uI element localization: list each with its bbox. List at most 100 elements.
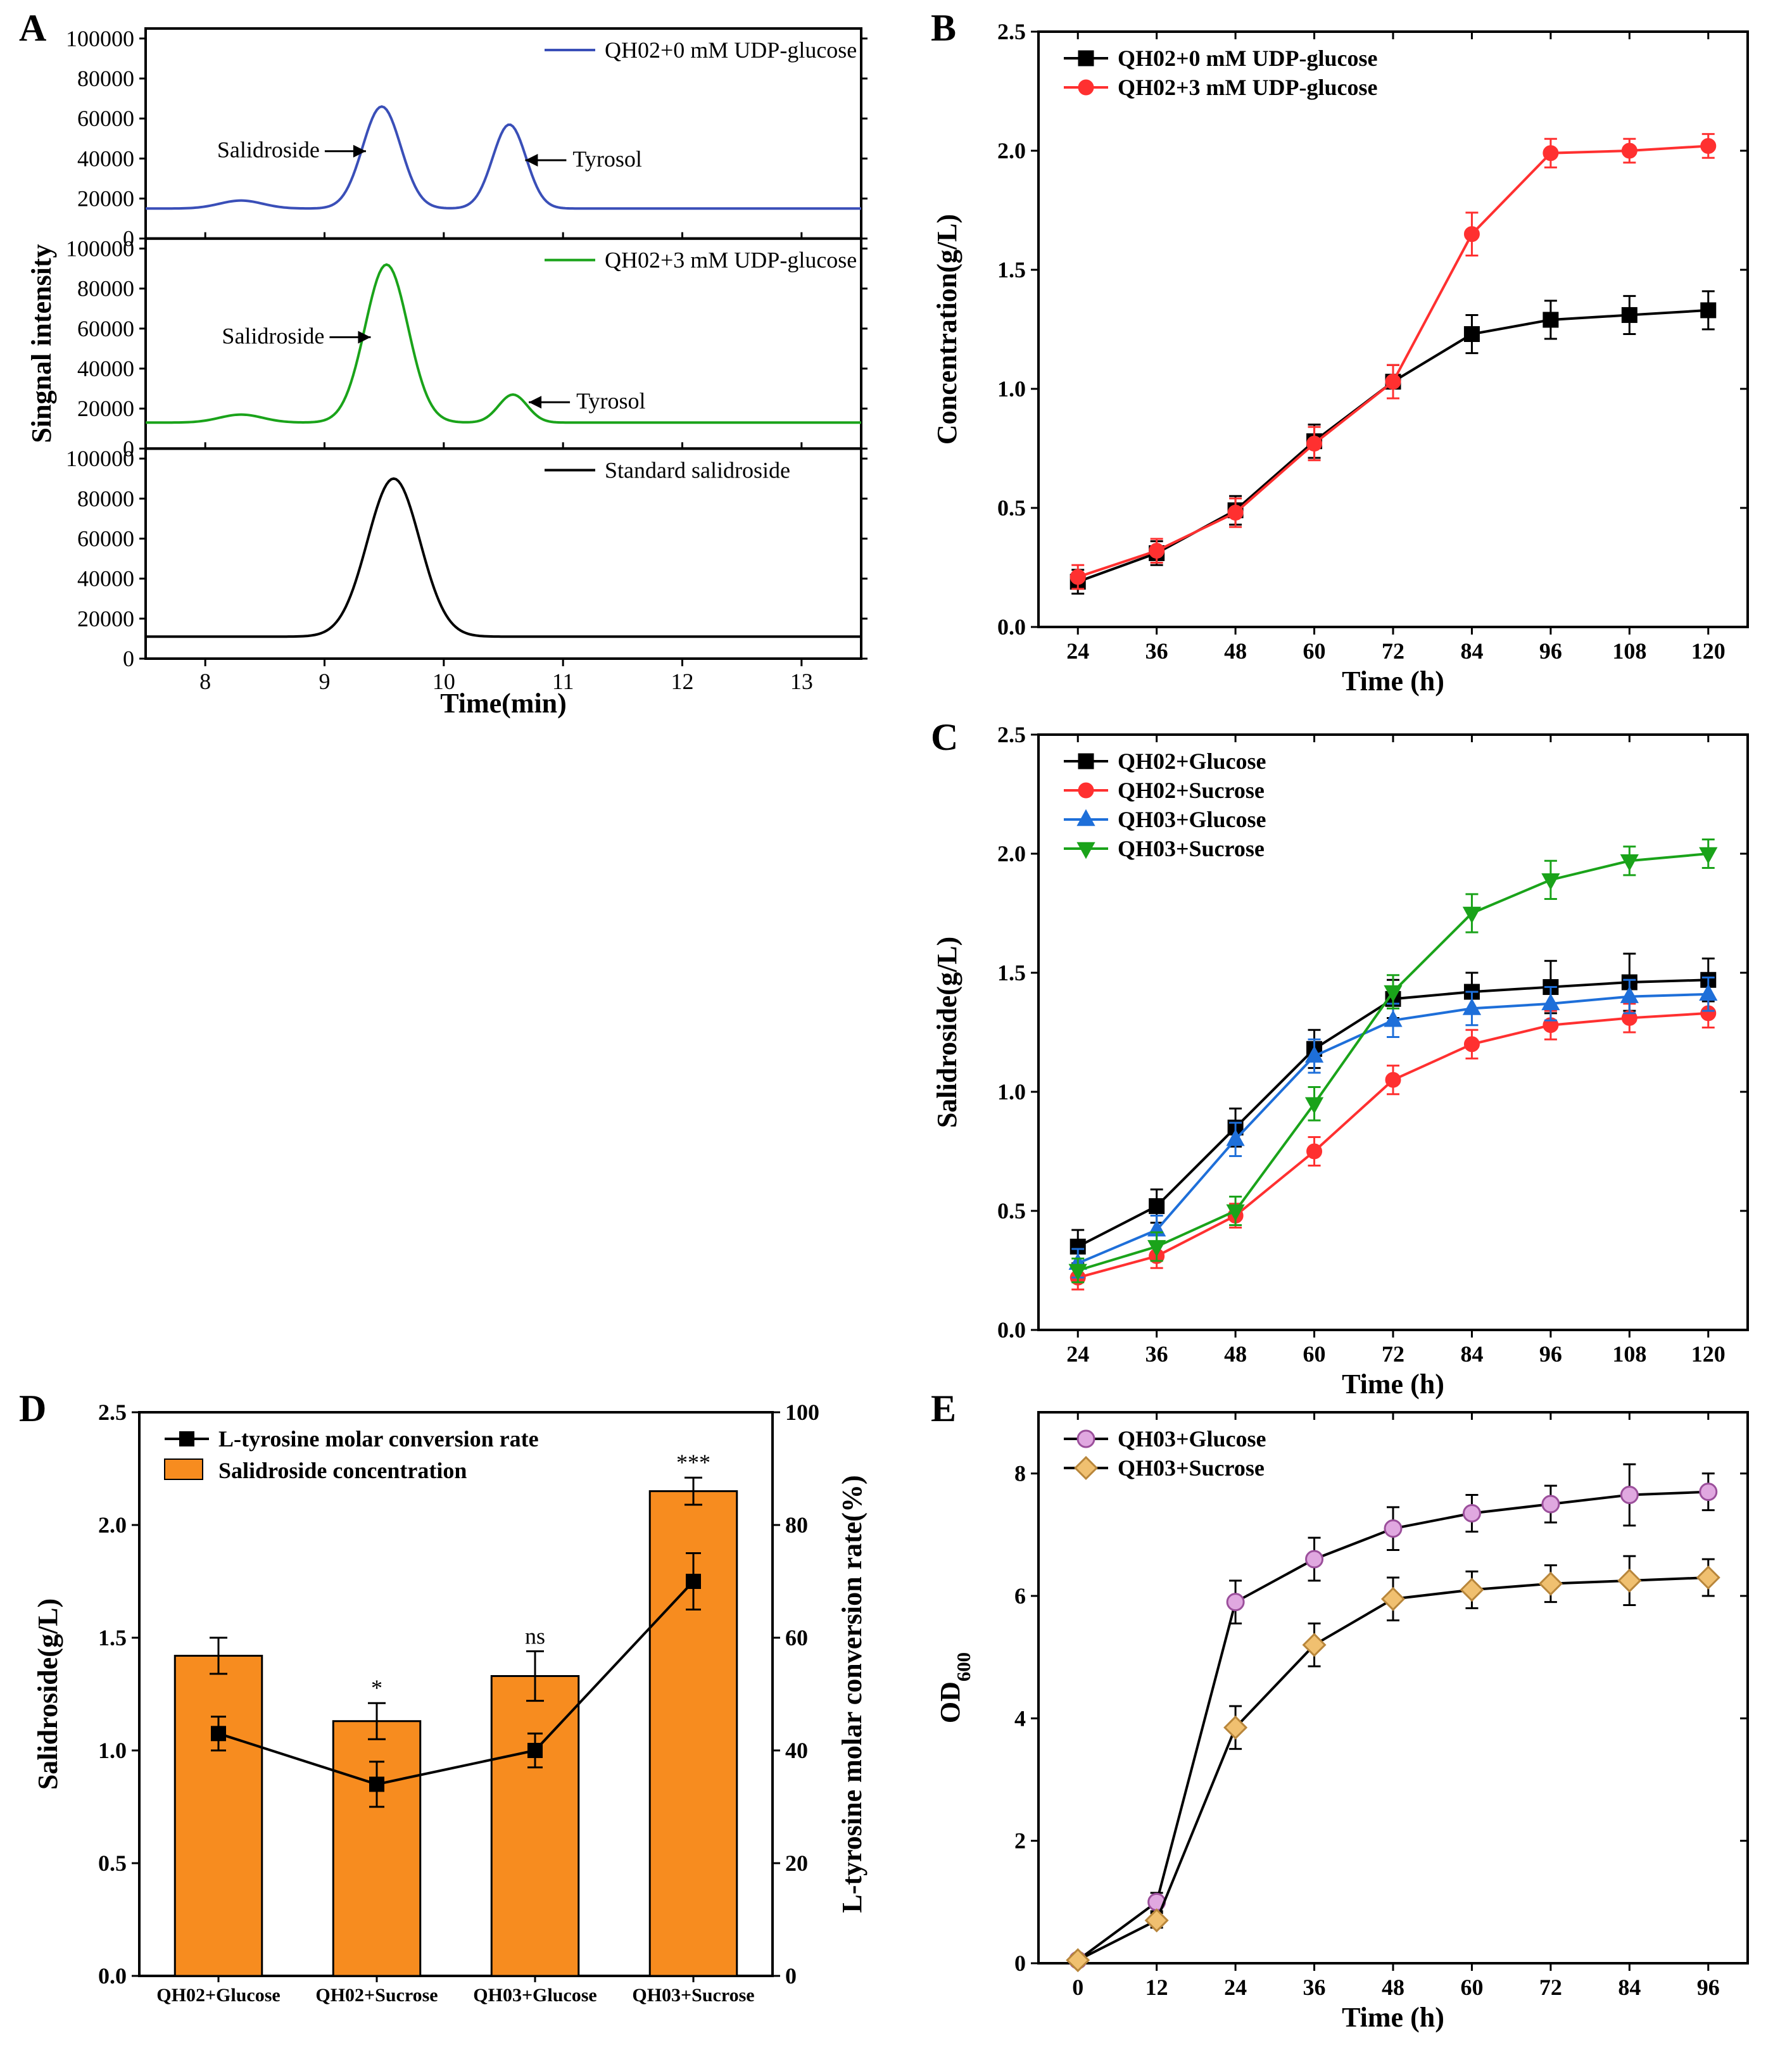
svg-text:0: 0 (123, 646, 134, 671)
svg-text:60: 60 (785, 1625, 808, 1650)
svg-text:***: *** (676, 1450, 710, 1475)
svg-text:0: 0 (1072, 1975, 1083, 2000)
svg-text:QH02+Glucose: QH02+Glucose (156, 1985, 280, 2006)
svg-text:24: 24 (1066, 1341, 1089, 1367)
panel-e: 0122436486072849602468Time (h)OD600QH03+… (924, 1393, 1773, 2046)
svg-text:1.0: 1.0 (997, 1079, 1026, 1104)
svg-text:1.5: 1.5 (98, 1625, 127, 1650)
svg-text:40000: 40000 (77, 146, 134, 171)
svg-text:80: 80 (785, 1512, 808, 1538)
svg-text:40000: 40000 (77, 356, 134, 381)
svg-text:1.0: 1.0 (98, 1738, 127, 1763)
svg-text:2: 2 (1014, 1828, 1026, 1854)
svg-text:72: 72 (1539, 1975, 1562, 2000)
svg-text:100000: 100000 (66, 236, 134, 261)
svg-text:4: 4 (1014, 1705, 1026, 1731)
svg-text:84: 84 (1618, 1975, 1641, 2000)
svg-text:2.5: 2.5 (997, 722, 1026, 747)
svg-text:96: 96 (1539, 638, 1562, 664)
svg-text:100000: 100000 (66, 26, 134, 51)
svg-text:36: 36 (1145, 638, 1168, 664)
svg-text:60: 60 (1303, 1341, 1326, 1367)
svg-text:QH03+Glucose: QH03+Glucose (1118, 807, 1266, 832)
svg-text:48: 48 (1224, 638, 1247, 664)
svg-text:13: 13 (790, 669, 813, 694)
svg-text:QH03+Sucrose: QH03+Sucrose (632, 1985, 754, 2006)
svg-text:Singnal intensity: Singnal intensity (26, 244, 57, 443)
svg-text:20000: 20000 (77, 396, 134, 421)
svg-text:20000: 20000 (77, 186, 134, 211)
svg-text:6: 6 (1014, 1583, 1026, 1609)
svg-text:2.5: 2.5 (98, 1400, 127, 1425)
panel-a-label: A (19, 6, 46, 50)
svg-text:Tyrosol: Tyrosol (576, 388, 645, 414)
svg-text:24: 24 (1066, 638, 1089, 664)
svg-text:Salidroside(g/L): Salidroside(g/L) (32, 1598, 63, 1790)
svg-text:84: 84 (1460, 638, 1483, 664)
svg-text:0.0: 0.0 (98, 1963, 127, 1989)
svg-text:48: 48 (1382, 1975, 1404, 2000)
svg-text:60: 60 (1303, 638, 1326, 664)
svg-text:9: 9 (319, 669, 331, 694)
svg-text:72: 72 (1382, 1341, 1404, 1367)
svg-text:36: 36 (1145, 1341, 1168, 1367)
svg-text:11: 11 (552, 669, 574, 694)
svg-text:OD600: OD600 (935, 1652, 975, 1723)
svg-text:80000: 80000 (77, 66, 134, 91)
svg-text:1.5: 1.5 (997, 960, 1026, 985)
svg-text:ns: ns (525, 1623, 545, 1648)
svg-text:Time (h): Time (h) (1342, 666, 1444, 697)
svg-text:10: 10 (432, 669, 455, 694)
svg-text:120: 120 (1691, 638, 1726, 664)
svg-text:80000: 80000 (77, 276, 134, 301)
svg-text:36: 36 (1303, 1975, 1326, 2000)
svg-text:100: 100 (785, 1400, 819, 1425)
svg-text:Time (h): Time (h) (1342, 2002, 1444, 2033)
svg-text:QH02+Sucrose: QH02+Sucrose (1118, 778, 1265, 803)
svg-text:*: * (371, 1675, 382, 1700)
svg-text:0.5: 0.5 (997, 495, 1026, 521)
svg-text:0: 0 (785, 1963, 797, 1989)
svg-text:48: 48 (1224, 1341, 1247, 1367)
svg-text:QH03+Glucose: QH03+Glucose (473, 1985, 596, 2006)
svg-text:84: 84 (1460, 1341, 1483, 1367)
panel-d: 0.00.51.01.52.02.5020406080100Salidrosid… (25, 1393, 887, 2046)
svg-text:60000: 60000 (77, 526, 134, 551)
svg-text:Salidroside(g/L): Salidroside(g/L) (931, 937, 962, 1128)
svg-text:L-tyrosine molar conversion ra: L-tyrosine molar conversion rate(%) (836, 1475, 868, 1913)
panel-b: 243648607284961081200.00.51.01.52.02.5Ti… (924, 13, 1773, 709)
svg-text:Salidroside: Salidroside (217, 137, 320, 163)
svg-text:20000: 20000 (77, 606, 134, 631)
svg-text:Time(min): Time(min) (440, 688, 567, 719)
svg-text:60000: 60000 (77, 316, 134, 341)
svg-text:20: 20 (785, 1851, 808, 1876)
svg-text:Salidroside: Salidroside (222, 324, 324, 349)
svg-text:120: 120 (1691, 1341, 1726, 1367)
svg-text:8: 8 (1014, 1461, 1026, 1486)
svg-text:2.5: 2.5 (997, 19, 1026, 44)
svg-text:72: 72 (1382, 638, 1404, 664)
svg-text:QH02+3 mM UDP-glucose: QH02+3 mM UDP-glucose (605, 248, 857, 273)
svg-text:60: 60 (1460, 1975, 1483, 2000)
svg-text:60000: 60000 (77, 106, 134, 131)
svg-text:108: 108 (1612, 638, 1646, 664)
svg-text:40000: 40000 (77, 566, 134, 592)
svg-text:40: 40 (785, 1738, 808, 1763)
svg-text:1.5: 1.5 (997, 257, 1026, 282)
svg-text:2.0: 2.0 (997, 841, 1026, 866)
panel-a: Singnal intensity Time(min) 0 20000 40000 600… (25, 13, 887, 728)
svg-text:QH03+Sucrose: QH03+Sucrose (1118, 836, 1265, 861)
svg-text:QH03+Sucrose: QH03+Sucrose (1118, 1455, 1265, 1481)
svg-text:QH02+0 mM UDP-glucose: QH02+0 mM UDP-glucose (1118, 46, 1377, 71)
svg-text:96: 96 (1539, 1341, 1562, 1367)
svg-text:L-tyrosine molar conversion ra: L-tyrosine molar conversion rate (218, 1426, 539, 1452)
svg-text:2.0: 2.0 (98, 1512, 127, 1538)
svg-text:Tyrosol: Tyrosol (572, 146, 641, 172)
svg-text:80000: 80000 (77, 486, 134, 511)
svg-text:Standard salidroside: Standard salidroside (605, 457, 790, 483)
panel-c: 243648607284961081200.00.51.01.52.02.5Ti… (924, 716, 1773, 1412)
panel-d-label: D (19, 1387, 46, 1431)
svg-text:0.0: 0.0 (997, 1317, 1026, 1343)
svg-text:0.0: 0.0 (997, 614, 1026, 640)
svg-text:0: 0 (1014, 1951, 1026, 1976)
